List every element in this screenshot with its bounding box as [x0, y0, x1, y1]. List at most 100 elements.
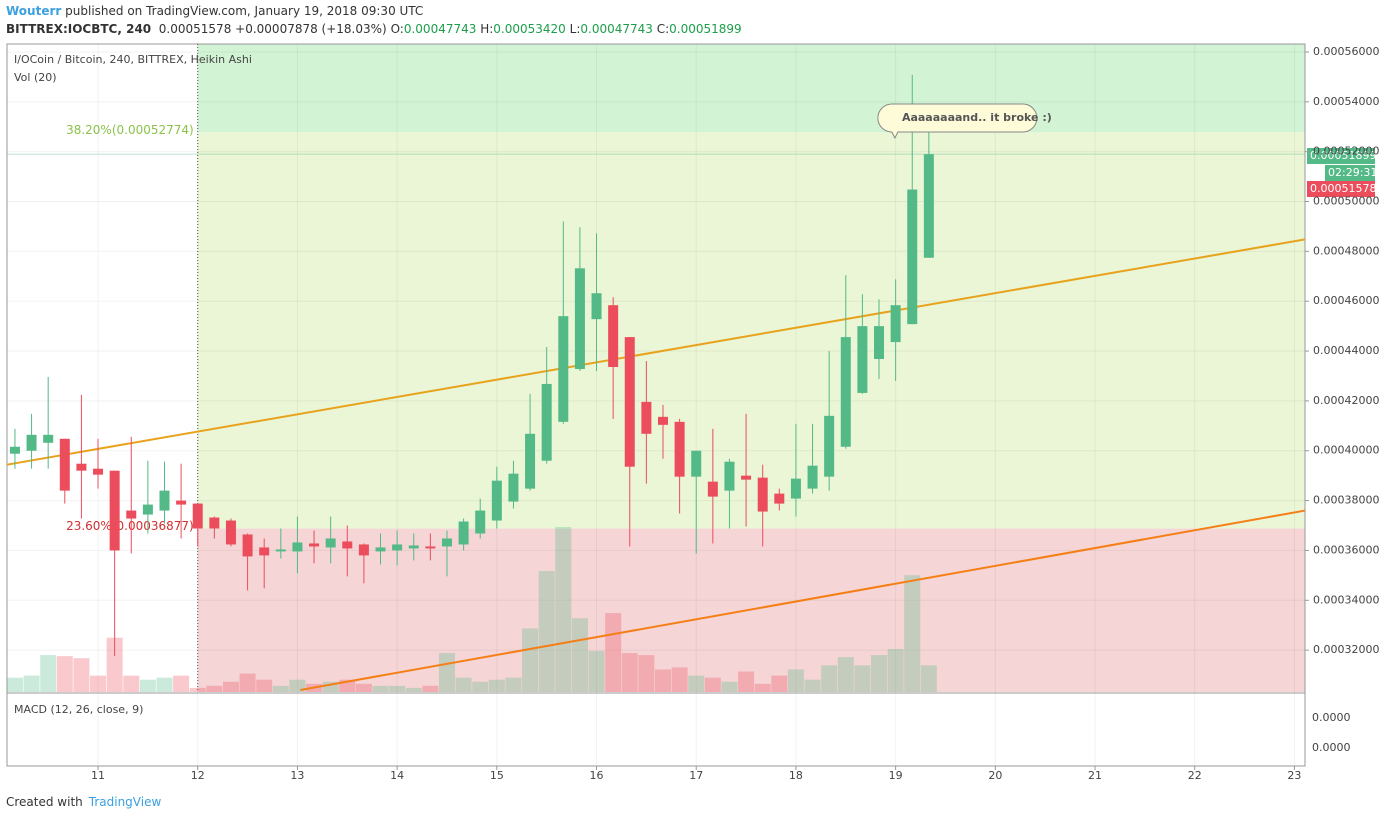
footer: Created with TradingView [6, 795, 161, 809]
candle-body [292, 542, 303, 552]
volume-bar [837, 657, 854, 692]
h: 0.00053420 [493, 22, 566, 36]
o-key: O: [390, 22, 404, 36]
quote-line: BITTREX:IOCBTC, 240 0.00051578 +0.000078… [6, 20, 742, 38]
x-tick-label: 13 [290, 769, 304, 782]
volume-bar [488, 679, 505, 692]
candle-body [774, 493, 785, 504]
candle-body [874, 326, 885, 360]
l: 0.00047743 [580, 22, 653, 36]
annotation: Aaaaaaaand.. it broke :) [902, 111, 1052, 124]
y-tick-label: 0.00054000 [1313, 95, 1379, 108]
candle-body [657, 416, 668, 425]
published: published on TradingView.com, January 19… [65, 4, 424, 18]
x-tick-label: 23 [1287, 769, 1301, 782]
candle-body [375, 547, 386, 552]
candle-body [757, 477, 768, 512]
volume-bar [123, 675, 140, 692]
volume-bar [372, 685, 389, 692]
c: 0.00051899 [669, 22, 742, 36]
candle-body [441, 538, 452, 547]
volume-bar [522, 628, 539, 692]
volume-bar [638, 655, 655, 692]
volume-bar [189, 687, 206, 692]
candle-body [591, 293, 602, 320]
h-key: H: [480, 22, 494, 36]
y-tick-label: 0.00046000 [1313, 294, 1379, 307]
volume-bar [571, 618, 588, 692]
y-tick-label: 0.00050000 [1313, 195, 1379, 208]
macd-tick-label: 0.0000 [1312, 711, 1351, 724]
candle-body [275, 549, 286, 552]
x-tick-label: 14 [390, 769, 404, 782]
countdown: 02:29:31 [1328, 166, 1377, 179]
volume-bar [472, 681, 489, 692]
candle-body [574, 268, 585, 369]
volume-bar [854, 665, 871, 692]
volume-bar [239, 673, 256, 692]
created: Created with [6, 795, 83, 809]
candle-body [790, 478, 801, 499]
candle-body [608, 305, 619, 368]
change: +0.00007878 (+18.03%) [235, 22, 387, 36]
candle-body [525, 433, 536, 489]
volume-bar [721, 681, 738, 692]
candle-body [508, 473, 519, 502]
candle-body [674, 421, 685, 477]
candle-body [392, 544, 403, 551]
volume-bar [6, 677, 23, 692]
fib-label: 38.20%(0.00052774) [66, 123, 194, 137]
candle-body [26, 434, 37, 451]
last: 0.00051578 [158, 22, 232, 36]
candle-body [558, 316, 569, 422]
volume-bar [438, 653, 455, 692]
chart: I/OCoin / Bitcoin, 240, BITTREX, Heikin … [6, 43, 1379, 782]
volume-bar [754, 683, 771, 692]
volume-bar [272, 685, 289, 692]
fib-zone-top [197, 44, 1306, 133]
macd-tick-label: 0.0000 [1312, 741, 1351, 754]
header: Wouterr published on TradingView.com, Ja… [6, 2, 742, 38]
volume-bar [887, 648, 904, 692]
volume-bar [422, 685, 439, 692]
x-tick-label: 11 [91, 769, 105, 782]
volume-bar [389, 685, 406, 692]
c-key: C: [656, 22, 670, 36]
y-tick-label: 0.00040000 [1313, 444, 1379, 457]
volume-bar [588, 651, 605, 692]
y-tick-label: 0.00038000 [1313, 494, 1379, 507]
candle-body [176, 500, 187, 505]
candle-body [840, 337, 851, 447]
chart-title: I/OCoin / Bitcoin, 240, BITTREX, Heikin … [14, 53, 252, 66]
volume-bar [904, 575, 921, 692]
price-tag: 0.00051899 [1310, 149, 1376, 162]
volume-bar [106, 637, 123, 692]
candle-body [923, 154, 934, 258]
candle-body [541, 383, 552, 461]
candle-body [491, 480, 502, 521]
volume-bar [671, 667, 688, 692]
candle-body [309, 543, 320, 547]
volume-bar [322, 681, 339, 692]
x-tick-label: 18 [789, 769, 803, 782]
candle-body [209, 517, 220, 529]
candle-body [857, 326, 868, 393]
x-tick-label: 15 [490, 769, 504, 782]
candle-body [408, 545, 419, 549]
candle-body [458, 521, 469, 545]
volume-bar [56, 656, 73, 692]
y-tick-label: 0.00042000 [1313, 394, 1379, 407]
candle-body [76, 463, 87, 471]
candle-body [691, 450, 702, 477]
y-tick-label: 0.00044000 [1313, 344, 1379, 357]
candle-body [358, 544, 369, 556]
candle-body [325, 538, 336, 548]
candle-body [192, 503, 203, 529]
brand[interactable]: TradingView [88, 795, 162, 809]
volume-bar [654, 669, 671, 692]
last-tag: 0.00051578 [1310, 182, 1376, 195]
x-tick-label: 16 [590, 769, 604, 782]
candle-body [824, 415, 835, 477]
volume-bar [688, 675, 705, 692]
